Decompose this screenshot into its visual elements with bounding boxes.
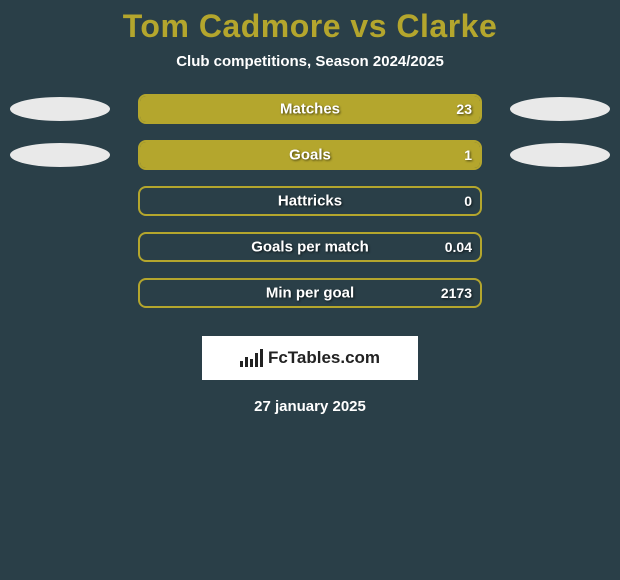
stat-row: Goals 1 bbox=[0, 140, 620, 186]
stat-bar: Min per goal 2173 bbox=[138, 278, 482, 308]
player-ellipse-left bbox=[10, 143, 110, 167]
stat-row: Min per goal 2173 bbox=[0, 278, 620, 324]
stat-value-left: 0 bbox=[464, 193, 472, 209]
stat-label: Min per goal bbox=[266, 285, 354, 302]
stat-bar: Matches 23 bbox=[138, 94, 482, 124]
page-title: Tom Cadmore vs Clarke bbox=[0, 8, 620, 45]
player-ellipse-right bbox=[510, 143, 610, 167]
player-ellipse-left bbox=[10, 97, 110, 121]
stat-value-left: 0.04 bbox=[445, 239, 472, 255]
logo-text: FcTables.com bbox=[268, 348, 380, 368]
stat-label: Hattricks bbox=[278, 193, 342, 210]
stat-row: Hattricks 0 bbox=[0, 186, 620, 232]
stat-row: Matches 23 bbox=[0, 94, 620, 140]
logo-box: FcTables.com bbox=[202, 336, 418, 380]
stat-label: Matches bbox=[280, 101, 340, 118]
stat-value-left: 23 bbox=[456, 101, 472, 117]
stat-value-left: 1 bbox=[464, 147, 472, 163]
subtitle: Club competitions, Season 2024/2025 bbox=[0, 53, 620, 70]
stat-label: Goals bbox=[289, 147, 331, 164]
stat-row: Goals per match 0.04 bbox=[0, 232, 620, 278]
stat-bar: Goals 1 bbox=[138, 140, 482, 170]
stats-section: Matches 23 Goals 1 Hattricks 0 Goals per match… bbox=[0, 94, 620, 324]
stat-label: Goals per match bbox=[251, 239, 369, 256]
stat-value-left: 2173 bbox=[441, 285, 472, 301]
player-ellipse-right bbox=[510, 97, 610, 121]
comparison-infographic: Tom Cadmore vs Clarke Club competitions,… bbox=[0, 0, 620, 415]
stat-bar: Hattricks 0 bbox=[138, 186, 482, 216]
date-label: 27 january 2025 bbox=[0, 398, 620, 415]
stat-bar: Goals per match 0.04 bbox=[138, 232, 482, 262]
bar-chart-icon bbox=[240, 349, 262, 367]
